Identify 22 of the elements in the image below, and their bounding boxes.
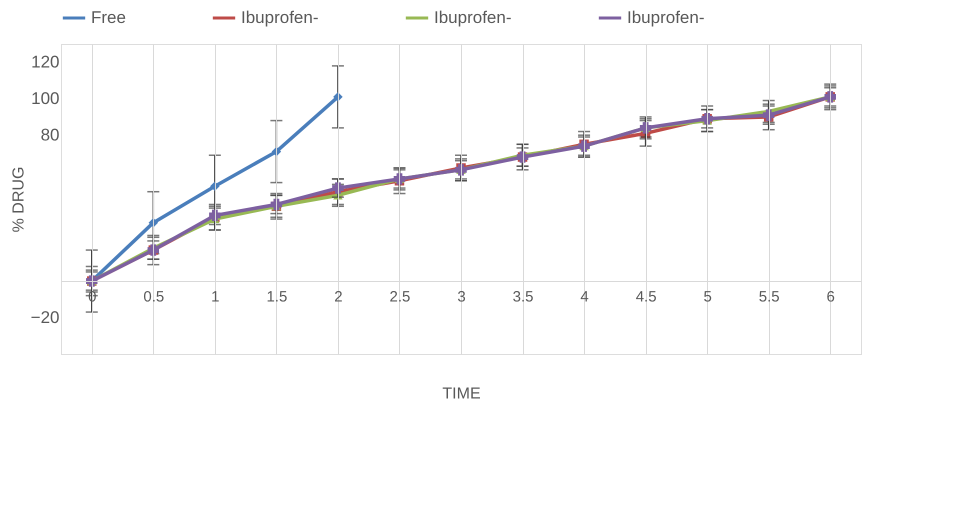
legend-label: Ibuprofen- [434,8,512,27]
x-tick-label: 5 [703,288,712,306]
x-tick-label: 6 [826,288,835,306]
legend-label: Ibuprofen- [241,8,318,27]
legend-label: Ibuprofen- [627,8,704,27]
x-tick-label: 1.5 [266,288,288,306]
y-tick-label: 120 [31,52,60,72]
y-tick-label: 80 [40,126,60,145]
x-tick-label: 1 [211,288,220,306]
y-axis-title: % DRUG [10,166,28,232]
y-tick-label: 100 [31,89,60,108]
x-tick-label: 3.5 [512,288,534,306]
x-tick-label: 3 [457,288,466,306]
x-axis-title: TIME [442,386,481,402]
x-tick-label: 2.5 [390,288,410,306]
x-tick-label: 2 [334,288,343,306]
x-tick-label: 5.5 [758,288,780,306]
x-tick-label: 4 [580,288,589,306]
x-tick-label: 4.5 [636,288,657,306]
x-tick-label: 0.5 [143,288,164,306]
y-tick-label: −20 [30,308,60,328]
legend-label: Free [91,8,126,27]
